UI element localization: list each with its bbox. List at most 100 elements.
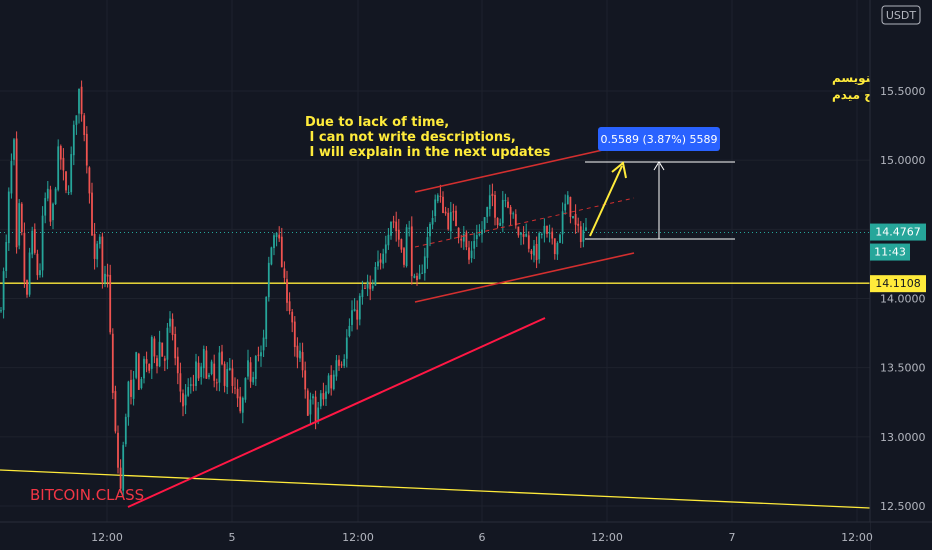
candle-body [236, 388, 239, 399]
candle-body [93, 233, 96, 259]
candle-body [423, 256, 426, 274]
candle-body [522, 234, 525, 237]
candle-body [364, 287, 366, 289]
candle-body [59, 146, 62, 160]
candle-body [488, 195, 491, 210]
candle-body [405, 227, 408, 266]
candle-body [358, 295, 361, 320]
price-axis[interactable]: 12.500013.000013.500014.000014.500015.00… [869, 0, 932, 550]
candle-body [67, 192, 70, 194]
candle-body [252, 377, 255, 383]
candle-body [88, 167, 91, 194]
candle-body [130, 379, 132, 397]
candle-body [270, 247, 273, 265]
candle-body [234, 387, 236, 389]
rising-trendline[interactable] [127, 317, 546, 508]
channel-lower-line[interactable] [414, 252, 635, 303]
candle-body [566, 195, 569, 205]
candle-body [577, 223, 580, 226]
candle-body [478, 234, 481, 236]
candle-body [416, 275, 418, 281]
candle-body [127, 381, 130, 418]
candle-body [195, 361, 197, 387]
candle-body [156, 358, 158, 367]
candle-body [267, 262, 270, 298]
long-term-trendline[interactable] [0, 469, 871, 509]
candle-body [379, 259, 382, 263]
currency-box [881, 5, 921, 25]
candle-body [197, 362, 200, 379]
candle-body [83, 115, 86, 135]
candle-body [548, 232, 551, 234]
currency-label: USDT [886, 9, 917, 22]
candle-body [124, 416, 127, 445]
candle-body [330, 374, 333, 389]
candle-body [460, 238, 463, 241]
candle-body [564, 203, 567, 211]
channel-upper-line[interactable] [414, 142, 635, 193]
candle-body [249, 362, 252, 382]
candle-body [221, 351, 223, 365]
candle-body [166, 327, 169, 360]
candle-body [514, 214, 517, 226]
candle-body [2, 271, 5, 311]
candle-body [447, 212, 450, 230]
candle-body [291, 311, 294, 323]
candle-body [57, 146, 60, 190]
candle-body [171, 318, 174, 335]
candle-body [54, 188, 57, 205]
projection-arrow[interactable] [589, 165, 623, 237]
price-axis-bg [870, 0, 932, 550]
candle-body [309, 399, 312, 415]
candle-body [431, 218, 434, 225]
candle-body [527, 235, 530, 249]
measure-tag-label: 0.5589 (3.87%) 5589 [600, 133, 717, 146]
measure-tag[interactable]: 0.5589 (3.87%) 5589 [598, 127, 720, 151]
candle-body [325, 391, 327, 399]
candle-body [551, 231, 554, 239]
support-lines [0, 232, 871, 509]
candle-body [135, 352, 138, 378]
candle-body [504, 200, 507, 202]
candle-body [96, 243, 99, 260]
candle-body [387, 234, 390, 246]
candle-body [296, 345, 299, 358]
candle-body [434, 199, 437, 217]
y-tick-label: 14.0000 [880, 293, 926, 306]
candle-body [143, 358, 145, 379]
candle-body [312, 396, 314, 399]
candle-body [304, 370, 307, 390]
candle-body [465, 232, 468, 248]
candle-body [421, 272, 424, 274]
candle-body [122, 445, 125, 491]
candle-body [200, 366, 203, 378]
annotation-en-line-3: I will explain in the next updates [305, 145, 551, 160]
candle-body [533, 245, 535, 256]
candle-body [301, 352, 304, 371]
time-axis[interactable]: 12:00 5 12:00 6 12:00 7 12:00 [0, 521, 932, 550]
candle-body [535, 243, 538, 261]
candlestick-series [0, 80, 587, 497]
candle-body [377, 261, 379, 267]
candle-body [345, 337, 348, 359]
candle-body [254, 356, 257, 379]
candle-body [228, 368, 231, 371]
y-tick-label: 13.5000 [880, 362, 926, 375]
candle-body [408, 227, 411, 229]
candle-body [429, 223, 431, 237]
candle-body [187, 387, 190, 396]
candle-body [104, 273, 106, 283]
candle-body [145, 359, 148, 364]
candle-body [239, 396, 242, 412]
currency-button[interactable]: USDT [881, 5, 921, 25]
candle-body [23, 232, 26, 282]
candle-body [18, 203, 21, 246]
candle-body [109, 274, 112, 333]
candle-body [119, 467, 122, 489]
candle-body [382, 253, 385, 264]
candle-body [439, 195, 442, 197]
measure-arrow-head [653, 161, 665, 171]
